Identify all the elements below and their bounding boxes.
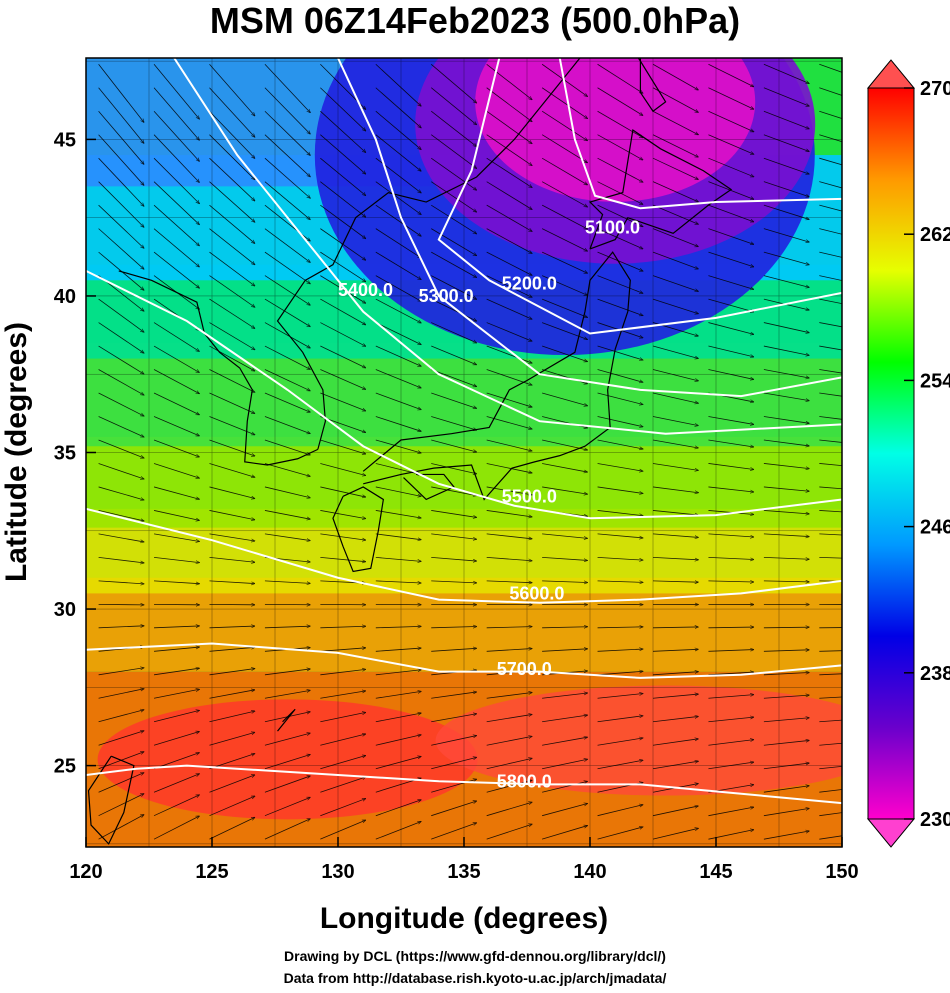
x-tick-label: 120 — [69, 861, 102, 883]
colorbar-tick-label: 230 — [920, 809, 950, 831]
contour-line — [86, 764, 842, 805]
y-tick-label: 40 — [54, 286, 76, 308]
x-tick-label: 140 — [573, 861, 606, 883]
colorbar-ticks: 230 238 246 254 262 270 — [904, 78, 950, 831]
contour-labels: 5100.0 5200.0 5300.0 5400.0 5500.0 5600.0 5700… — [338, 217, 640, 791]
x-axis-ticks: 120 125 130 135 140 145 150 — [69, 837, 859, 883]
page-title: MSM 06Z14Feb2023 (500.0hPa) — [209, 0, 741, 41]
colorbar-tick-label: 262 — [920, 224, 950, 246]
contour-line — [86, 642, 842, 679]
colorbar-bottom-arrow — [866, 818, 916, 848]
contour-label: 5500.0 — [502, 487, 557, 507]
contour-label: 5800.0 — [497, 772, 552, 792]
contour-line — [173, 58, 842, 435]
colorbar-scale — [867, 87, 915, 820]
y-tick-label: 35 — [54, 443, 76, 465]
contour-line — [437, 58, 842, 335]
y-axis-label: Latitude (degrees) — [0, 322, 33, 582]
plot-area: 5100.0 5200.0 5300.0 5400.0 5500.0 5600.0 5700… — [86, 58, 842, 847]
colorbar-tick-label: 270 — [920, 78, 950, 100]
colorbar-top-arrow — [866, 59, 916, 89]
contour-line — [558, 58, 842, 210]
x-tick-label: 150 — [825, 861, 858, 883]
colorbar-tick-label: 246 — [920, 517, 950, 539]
contour-label: 5700.0 — [497, 659, 552, 679]
x-tick-label: 135 — [447, 861, 480, 883]
geopotential-height-contours — [86, 58, 842, 805]
contour-label: 5200.0 — [502, 274, 557, 294]
contour-line — [86, 270, 842, 520]
colorbar-tick-label: 238 — [920, 663, 950, 685]
x-tick-label: 145 — [699, 861, 732, 883]
contour-line — [337, 58, 842, 398]
x-tick-label: 130 — [321, 861, 354, 883]
contour-label: 5400.0 — [338, 280, 393, 300]
y-axis-ticks: 25 30 35 40 45 — [54, 129, 96, 778]
y-tick-label: 45 — [54, 129, 76, 151]
contour-label: 5100.0 — [585, 217, 640, 237]
colorbar: 230 238 246 254 262 270 — [866, 59, 950, 848]
y-tick-label: 25 — [54, 756, 76, 778]
x-axis-label: Longitude (degrees) — [320, 902, 608, 935]
contour-label: 5600.0 — [509, 584, 564, 604]
colorbar-tick-label: 254 — [920, 370, 950, 392]
y-tick-label: 30 — [54, 599, 76, 621]
x-tick-label: 125 — [195, 861, 228, 883]
contour-line — [86, 507, 842, 604]
credit-data-source: Data from http://database.rish.kyoto-u.a… — [283, 970, 667, 986]
credit-drawing: Drawing by DCL (https://www.gfd-dennou.o… — [284, 948, 666, 964]
contour-label: 5300.0 — [419, 286, 474, 306]
